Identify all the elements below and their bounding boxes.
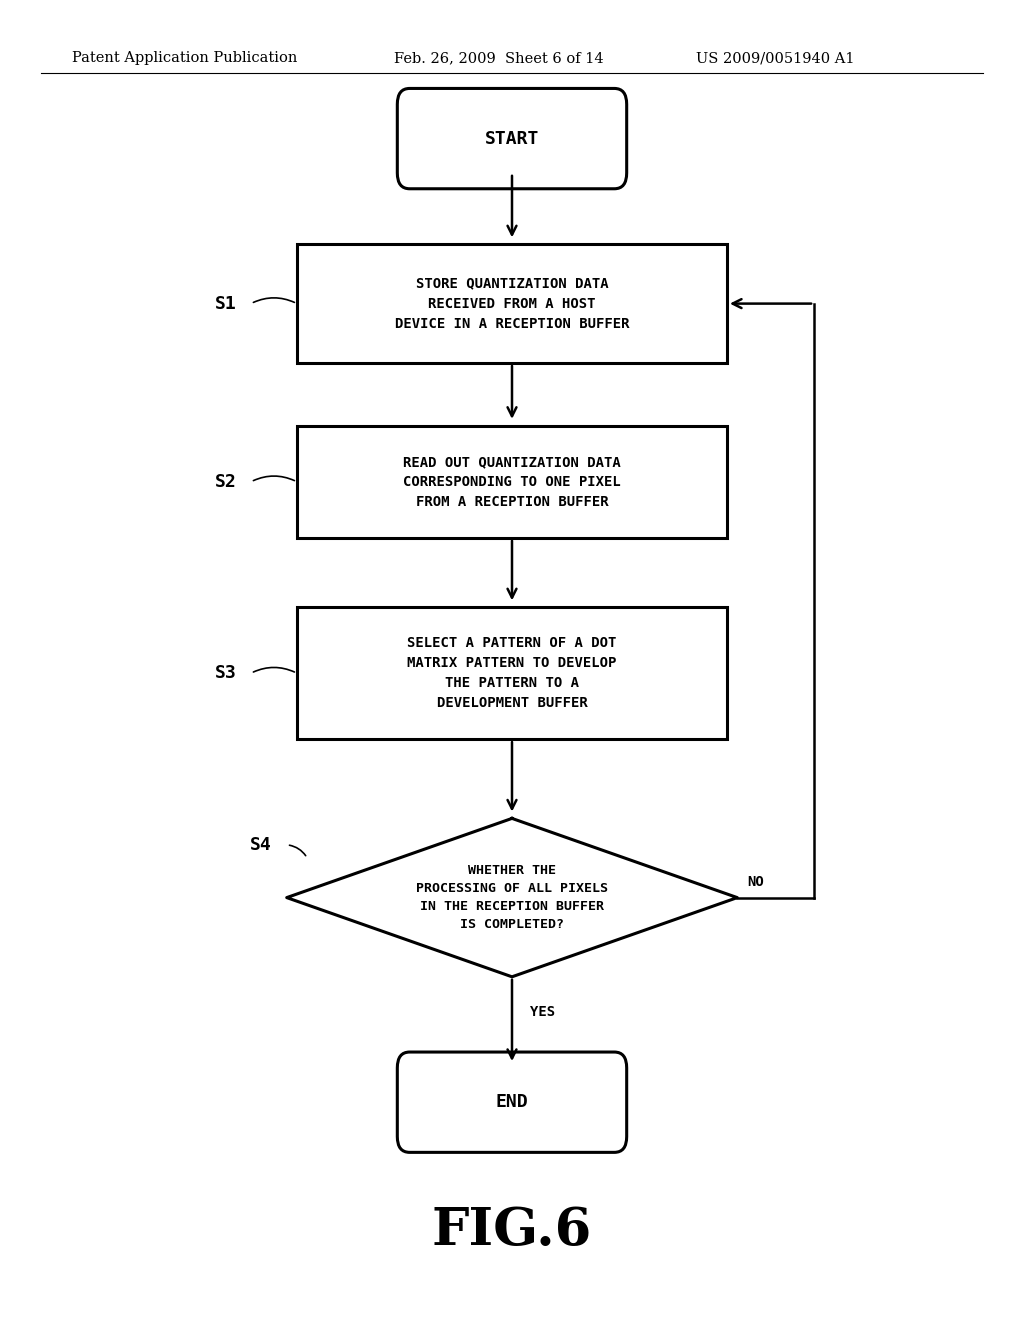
Text: Patent Application Publication: Patent Application Publication — [72, 51, 297, 65]
Bar — [297, 425, 727, 539]
FancyBboxPatch shape — [397, 88, 627, 189]
Text: S4: S4 — [250, 836, 272, 854]
Bar — [297, 244, 727, 363]
Text: S2: S2 — [214, 473, 237, 491]
Text: US 2009/0051940 A1: US 2009/0051940 A1 — [696, 51, 855, 65]
Text: FIG.6: FIG.6 — [432, 1205, 592, 1255]
Text: S3: S3 — [214, 664, 237, 682]
Text: END: END — [496, 1093, 528, 1111]
Text: START: START — [484, 129, 540, 148]
Text: WHETHER THE
PROCESSING OF ALL PIXELS
IN THE RECEPTION BUFFER
IS COMPLETED?: WHETHER THE PROCESSING OF ALL PIXELS IN … — [416, 865, 608, 931]
Text: Feb. 26, 2009  Sheet 6 of 14: Feb. 26, 2009 Sheet 6 of 14 — [394, 51, 604, 65]
Text: READ OUT QUANTIZATION DATA
CORRESPONDING TO ONE PIXEL
FROM A RECEPTION BUFFER: READ OUT QUANTIZATION DATA CORRESPONDING… — [403, 455, 621, 508]
Text: STORE QUANTIZATION DATA
RECEIVED FROM A HOST
DEVICE IN A RECEPTION BUFFER: STORE QUANTIZATION DATA RECEIVED FROM A … — [394, 277, 630, 330]
FancyBboxPatch shape — [397, 1052, 627, 1152]
Text: SELECT A PATTERN OF A DOT
MATRIX PATTERN TO DEVELOP
THE PATTERN TO A
DEVELOPMENT: SELECT A PATTERN OF A DOT MATRIX PATTERN… — [408, 636, 616, 710]
Text: S1: S1 — [214, 294, 237, 313]
Polygon shape — [287, 818, 737, 977]
Text: NO: NO — [748, 875, 764, 888]
Bar — [297, 607, 727, 739]
Text: YES: YES — [530, 1005, 556, 1019]
